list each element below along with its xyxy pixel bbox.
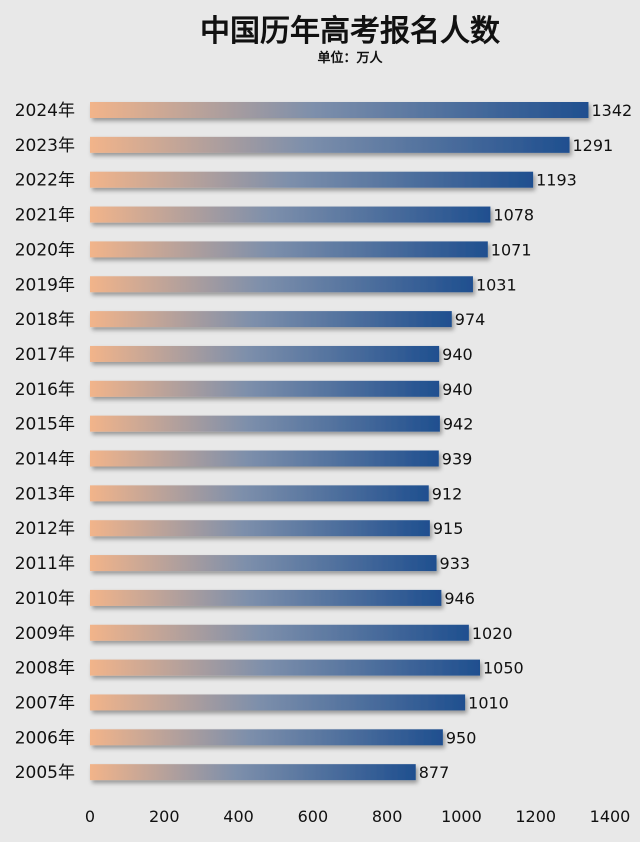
category-label: 2018年 bbox=[15, 310, 75, 330]
value-label: 940 bbox=[442, 380, 473, 399]
bar bbox=[90, 380, 440, 397]
category-label: 2023年 bbox=[15, 136, 75, 156]
bar bbox=[90, 520, 430, 537]
x-tick-label: 400 bbox=[223, 807, 254, 826]
category-label: 2020年 bbox=[15, 240, 75, 260]
x-axis: 0 200 400 600 800 1000 1200 1400 bbox=[85, 807, 630, 826]
category-label: 2017年 bbox=[15, 345, 75, 365]
bar bbox=[90, 136, 570, 153]
value-label: 877 bbox=[419, 763, 450, 782]
category-label: 2012年 bbox=[15, 519, 75, 539]
value-label: 1050 bbox=[483, 659, 524, 678]
chart-title: 中国历年高考报名人数 bbox=[200, 14, 501, 49]
value-label: 1291 bbox=[573, 136, 614, 155]
category-label: 2011年 bbox=[15, 554, 75, 574]
x-tick-label: 0 bbox=[85, 807, 95, 826]
bar bbox=[90, 206, 491, 223]
x-tick-label: 800 bbox=[372, 807, 403, 826]
value-label: 1342 bbox=[591, 101, 632, 120]
bar bbox=[90, 624, 469, 641]
bar bbox=[90, 311, 452, 328]
category-label: 2022年 bbox=[15, 171, 75, 191]
category-label: 2013年 bbox=[15, 484, 75, 504]
category-label: 2008年 bbox=[15, 659, 75, 679]
chart-subtitle: 单位：万人 bbox=[317, 50, 383, 66]
bar bbox=[90, 589, 442, 606]
value-label: 939 bbox=[442, 450, 473, 469]
category-label: 2009年 bbox=[15, 624, 75, 644]
category-label: 2019年 bbox=[15, 275, 75, 295]
category-label: 2007年 bbox=[15, 693, 75, 713]
x-tick-label: 600 bbox=[298, 807, 329, 826]
bar bbox=[90, 450, 439, 467]
category-label: 2014年 bbox=[15, 450, 75, 470]
bar bbox=[90, 102, 589, 118]
bar bbox=[90, 694, 466, 711]
value-label: 974 bbox=[455, 310, 486, 329]
value-label: 912 bbox=[432, 484, 463, 503]
category-label: 2015年 bbox=[15, 415, 75, 435]
value-label: 1020 bbox=[472, 624, 513, 643]
value-label: 950 bbox=[446, 728, 477, 747]
category-label: 2006年 bbox=[15, 728, 75, 748]
value-label: 1078 bbox=[493, 206, 534, 225]
bar bbox=[90, 659, 480, 676]
value-label: 933 bbox=[440, 554, 471, 573]
value-label: 1071 bbox=[491, 240, 532, 259]
bar bbox=[90, 276, 473, 293]
bar bbox=[90, 729, 443, 746]
value-label: 915 bbox=[433, 519, 464, 538]
bar bbox=[90, 485, 429, 502]
category-label: 2021年 bbox=[15, 206, 75, 226]
category-label: 2024年 bbox=[15, 101, 75, 121]
bars-group: 2024年 1342 2023年 1291 2022年 1193 2021年 1078 2020… bbox=[15, 101, 632, 783]
bar bbox=[90, 555, 437, 572]
bar bbox=[90, 764, 416, 781]
value-label: 946 bbox=[444, 589, 475, 608]
x-tick-label: 1200 bbox=[515, 807, 556, 826]
bar bbox=[90, 171, 534, 188]
x-tick-label: 200 bbox=[149, 807, 180, 826]
category-label: 2005年 bbox=[15, 763, 75, 783]
value-label: 940 bbox=[442, 345, 473, 364]
category-label: 2016年 bbox=[15, 380, 75, 400]
value-label: 1193 bbox=[536, 171, 577, 190]
x-tick-label: 1000 bbox=[441, 807, 482, 826]
x-tick-label: 1400 bbox=[590, 807, 631, 826]
category-label: 2010年 bbox=[15, 589, 75, 609]
bar bbox=[90, 345, 440, 362]
value-label: 942 bbox=[443, 415, 474, 434]
value-label: 1031 bbox=[476, 275, 517, 294]
value-label: 1010 bbox=[468, 693, 509, 712]
bar bbox=[90, 415, 440, 432]
bar bbox=[90, 241, 488, 258]
